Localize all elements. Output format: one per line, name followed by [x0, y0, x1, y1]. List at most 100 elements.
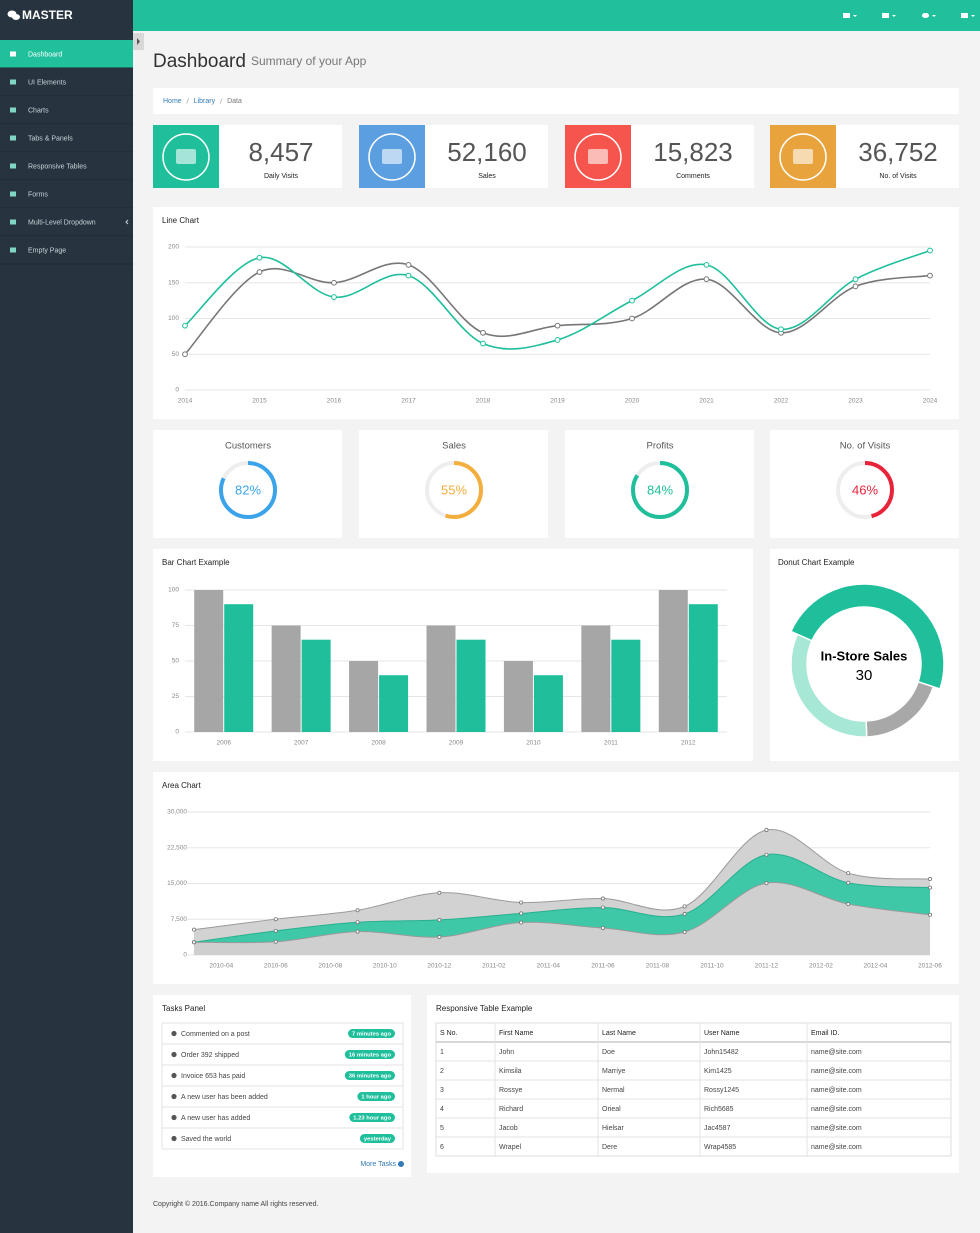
area-point — [355, 908, 360, 913]
menu-label[interactable]: Charts — [28, 107, 49, 114]
table-cell: name@site.com — [811, 1087, 862, 1094]
menu-label[interactable]: Forms — [28, 191, 48, 198]
menu-item[interactable] — [0, 152, 133, 180]
task-text: Invoice 653 has paid — [181, 1073, 245, 1080]
area-point — [273, 917, 278, 922]
area-point — [519, 911, 524, 916]
breadcrumb-item[interactable]: Home — [163, 98, 182, 105]
x-tick-label: 2010-04 — [209, 963, 233, 970]
table-cell: Kim1425 — [704, 1068, 732, 1075]
menu-label[interactable]: Multi-Level Dropdown — [28, 219, 96, 226]
toggle-arrow — [137, 38, 140, 45]
area-point — [928, 912, 933, 917]
table-cell: 5 — [440, 1125, 444, 1132]
bar — [271, 625, 301, 732]
header-icon[interactable] — [961, 13, 968, 18]
footer: Copyright © 2016.Company name All rights… — [153, 1200, 319, 1208]
more-tasks-link[interactable]: More Tasks — [360, 1161, 396, 1168]
y-tick-label: 200 — [168, 244, 179, 251]
area-point — [437, 935, 442, 940]
line-point — [256, 269, 263, 275]
table-cell: Doe — [602, 1049, 615, 1056]
menu-label[interactable]: Tabs & Panels — [28, 135, 73, 142]
menu-label[interactable]: Empty Page — [28, 247, 66, 254]
table-header: User Name — [704, 1030, 740, 1037]
header-icon[interactable] — [922, 13, 929, 18]
menu-item[interactable] — [0, 208, 133, 236]
donut-segment — [790, 633, 868, 738]
task-icon — [171, 1135, 177, 1142]
task-badge — [357, 1092, 395, 1101]
x-tick-label: 2010-12 — [427, 963, 451, 970]
panel-title: Donut Chart Example — [778, 558, 855, 567]
table-cell: Rossye — [499, 1087, 522, 1094]
line-point — [554, 322, 561, 329]
header-caret — [932, 15, 936, 17]
stat-label: No. of Visits — [879, 173, 917, 180]
line-point — [182, 322, 188, 329]
submenu-arrow — [125, 219, 129, 225]
area-point — [682, 911, 687, 916]
menu-item[interactable] — [0, 180, 133, 208]
stat-value: 8,457 — [248, 137, 313, 167]
line-point — [331, 279, 337, 286]
y-tick-label: 0 — [175, 387, 179, 394]
header-caret — [892, 15, 896, 17]
table-frame — [435, 1022, 952, 1157]
task-badge — [344, 1050, 395, 1059]
header-icon[interactable] — [882, 13, 889, 18]
task-row — [161, 1127, 404, 1150]
area-point — [273, 928, 278, 933]
menu-label[interactable]: UI Elements — [28, 79, 67, 86]
area-point — [600, 896, 605, 901]
menu-item[interactable] — [0, 68, 133, 96]
table-cell: name@site.com — [811, 1106, 862, 1113]
x-tick-label: 2011-12 — [755, 963, 779, 970]
menu-item[interactable] — [0, 40, 133, 68]
area-point — [764, 828, 769, 833]
task-text: Order 392 shipped — [181, 1052, 239, 1059]
header-icon[interactable] — [843, 13, 850, 18]
table-cell: Rich5685 — [704, 1106, 734, 1113]
line-point — [405, 272, 412, 279]
menu-item[interactable] — [0, 124, 133, 152]
area-band — [194, 882, 930, 955]
task-time: yesterday — [364, 1137, 392, 1143]
donut-value: 30 — [856, 667, 873, 684]
line-point — [480, 340, 486, 347]
menu-icon — [10, 79, 16, 85]
menu-label[interactable]: Dashboard — [28, 51, 62, 58]
brand-icon — [12, 14, 20, 20]
table-cell: 2 — [440, 1068, 444, 1075]
menu-item[interactable] — [0, 236, 133, 264]
bar — [379, 675, 409, 732]
line-point — [852, 276, 859, 283]
bar — [533, 675, 563, 732]
gauge-arc — [219, 461, 277, 519]
menu-item[interactable] — [0, 96, 133, 124]
area-line — [193, 829, 931, 931]
x-tick-label: 2023 — [848, 398, 863, 405]
gauge-title: No. of Visits — [840, 441, 891, 452]
x-tick-label: 2015 — [252, 398, 267, 405]
table-header: S No. — [440, 1030, 458, 1037]
line-point — [331, 294, 337, 300]
panel-title: Responsive Table Example — [436, 1004, 533, 1013]
stat-icon — [382, 149, 402, 164]
y-tick-label: 15,000 — [167, 880, 187, 887]
breadcrumb-item[interactable]: Library — [194, 98, 216, 105]
line-point — [927, 272, 933, 279]
task-time: 7 minutes ago — [352, 1032, 391, 1038]
table-cell: 3 — [440, 1087, 444, 1094]
more-tasks-icon[interactable] — [398, 1161, 404, 1167]
table-cell: Wrap4585 — [704, 1144, 736, 1151]
line-point — [927, 247, 933, 254]
task-text: Commented on a post — [181, 1031, 250, 1038]
x-tick-label: 2010-06 — [264, 963, 288, 970]
menu-icon — [10, 107, 16, 113]
menu-label[interactable]: Responsive Tables — [28, 163, 87, 170]
bar — [426, 625, 456, 732]
page-title: Dashboard — [153, 51, 246, 72]
table-cell: 4 — [440, 1106, 444, 1113]
